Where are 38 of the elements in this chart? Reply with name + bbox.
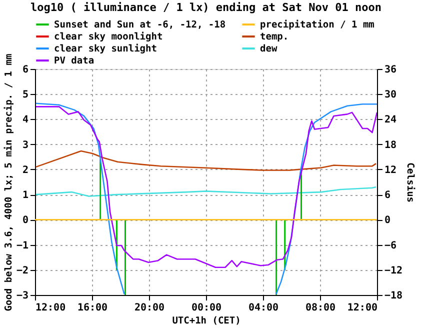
y2-axis-title: Celsius <box>404 162 416 203</box>
y2-tick-label: 0 <box>384 215 391 226</box>
x-tick-label: 00:00 <box>191 302 222 314</box>
y2-tick-label: −12 <box>384 265 403 276</box>
x-tick-label: 12:00 <box>347 302 378 314</box>
chart-title: log10 ( illuminance / 1 lx) ending at Sat Nov 01 noon <box>30 1 382 14</box>
y2-tick-label: 30 <box>384 90 397 101</box>
y-tick-label: −2 <box>16 265 28 276</box>
y2-tick-label: 24 <box>384 114 397 126</box>
y2-tick-label: 36 <box>384 64 397 76</box>
y-tick-label: −1 <box>16 240 28 252</box>
y2-tick-label: 12 <box>384 164 397 176</box>
y-tick-label: 6 <box>22 64 28 76</box>
legend-label: dew <box>260 44 278 54</box>
y-tick-label: −3 <box>16 290 28 302</box>
x-tick-label: 20:00 <box>134 302 165 314</box>
x-tick-label: 12:00 <box>36 302 66 314</box>
y2-tick-label: 18 <box>384 140 397 151</box>
legend-label: clear sky moonlight <box>54 32 163 42</box>
y-tick-label: 2 <box>22 164 28 176</box>
legend-label: Sunset and Sun at -6, -12, -18 <box>54 20 226 30</box>
y-tick-label: 3 <box>22 140 28 151</box>
y-tick-label: 5 <box>22 90 28 101</box>
legend-label: temp. <box>260 32 289 42</box>
y-axis-title: Good below 3.6, 4000 lx; 5 min precip. / 1 mm <box>3 54 14 312</box>
y2-tick-label: −6 <box>384 240 397 252</box>
legend-label: clear sky sunlight <box>54 44 157 54</box>
y2-tick-label: 6 <box>384 190 391 202</box>
legend-label: PV data <box>54 56 94 66</box>
x-tick-label: 08:00 <box>305 302 336 314</box>
y-tick-label: 0 <box>22 215 28 226</box>
x-axis-title: UTC+1h (CET) <box>172 316 241 326</box>
y2-tick-label: −18 <box>384 290 403 302</box>
y-tick-label: 1 <box>22 190 28 202</box>
legend-label: precipitation / 1 mm <box>260 20 375 30</box>
x-tick-label: 04:00 <box>248 302 279 314</box>
x-tick-label: 16:00 <box>77 302 108 314</box>
y-tick-label: 4 <box>22 114 28 126</box>
